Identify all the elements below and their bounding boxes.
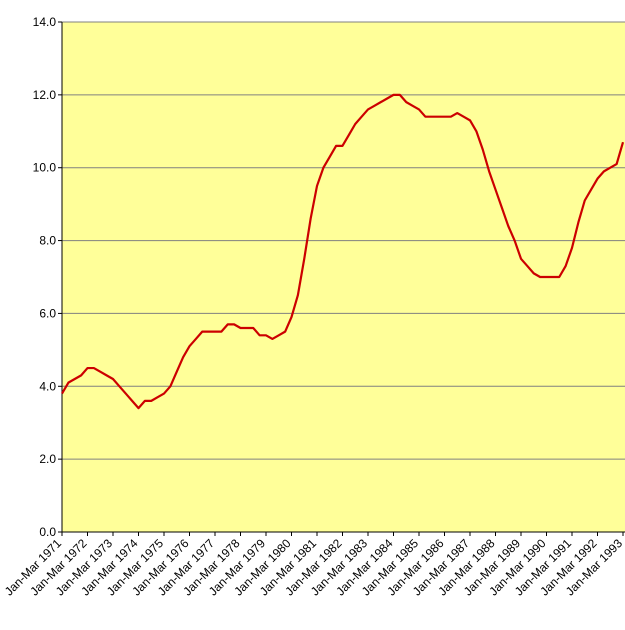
data-line bbox=[61, 93, 625, 410]
plot-area bbox=[62, 22, 625, 532]
y-tick-label: 6.0 bbox=[39, 306, 56, 320]
y-tick-label: 10.0 bbox=[33, 161, 57, 175]
y-tick-label: 0.0 bbox=[39, 525, 56, 539]
y-tick-label: 2.0 bbox=[39, 452, 56, 466]
y-tick-label: 4.0 bbox=[39, 379, 56, 393]
y-tick-label: 8.0 bbox=[39, 234, 56, 248]
y-tick-label: 14.0 bbox=[33, 15, 57, 29]
y-tick-label: 12.0 bbox=[33, 88, 57, 102]
